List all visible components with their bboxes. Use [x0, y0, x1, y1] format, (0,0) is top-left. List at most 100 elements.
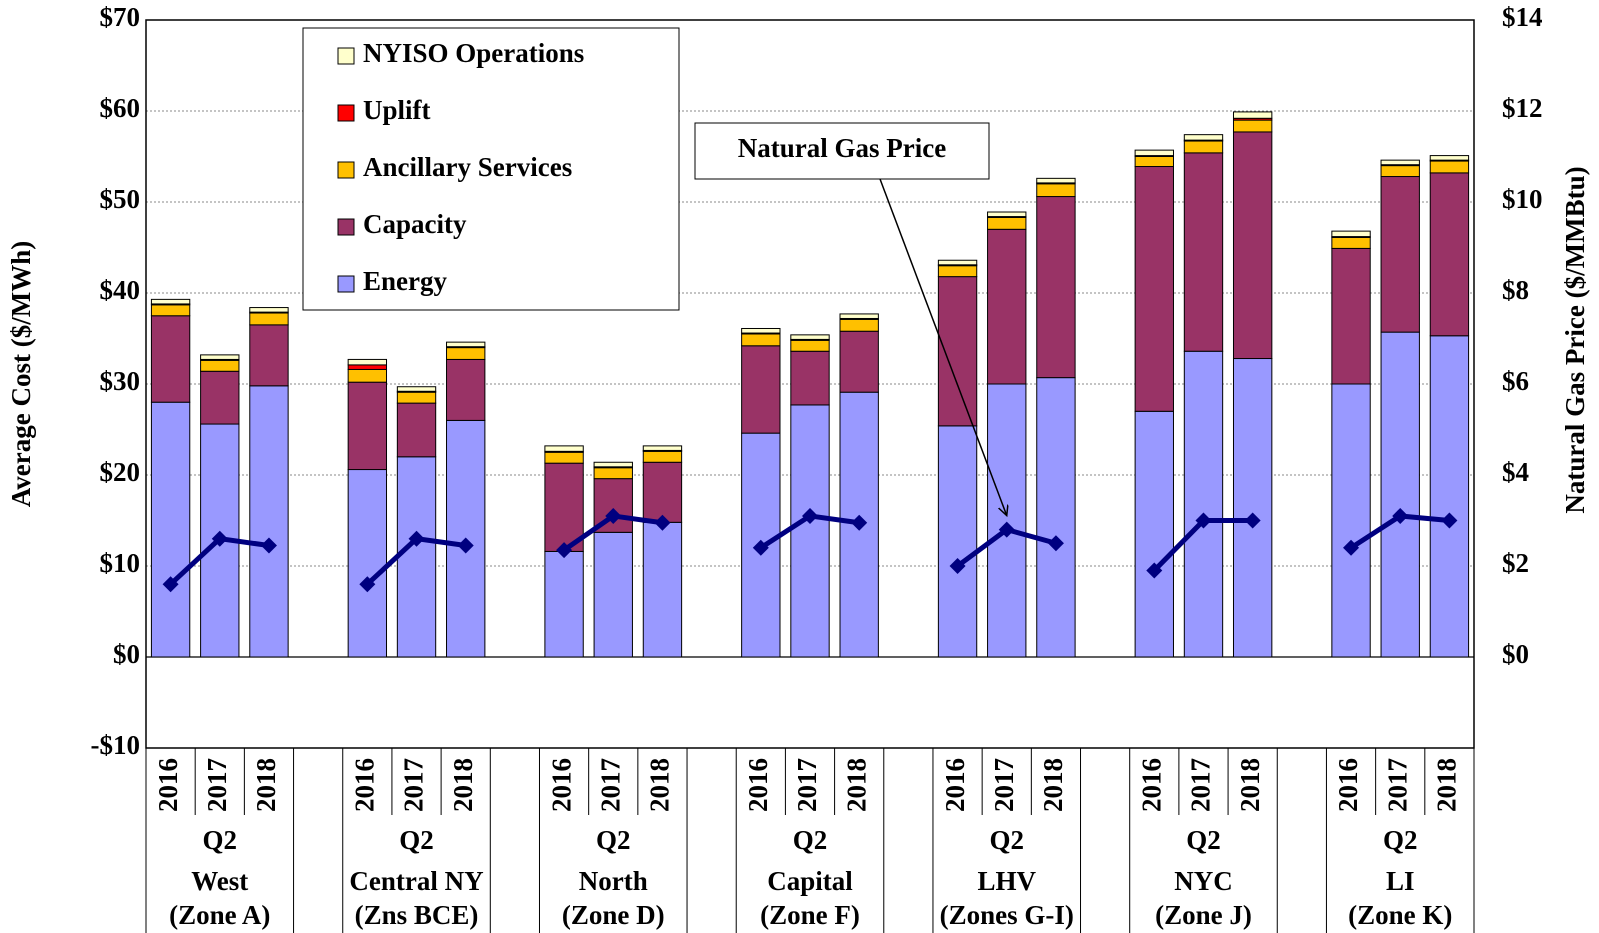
group-period: Q2 — [596, 825, 631, 855]
bar-segment — [347, 381, 388, 471]
bar-segment — [249, 385, 289, 658]
y-tick-label: $50 — [100, 184, 141, 214]
bar-segment — [347, 368, 388, 383]
x-tick-label: 2018 — [841, 758, 871, 812]
gas-price-marker — [211, 530, 228, 547]
group-period: Q2 — [1186, 825, 1221, 855]
gas-price-marker — [1343, 539, 1360, 556]
bar-segment — [1232, 111, 1273, 119]
bar-segment — [446, 358, 486, 421]
legend-swatch — [337, 218, 355, 236]
x-tick-label: 2016 — [546, 758, 576, 812]
bar-segment — [839, 318, 879, 332]
bar-segment — [1183, 152, 1224, 352]
bar-segment — [1380, 159, 1420, 166]
bar-segment — [1036, 183, 1076, 198]
bar-segment — [1331, 230, 1371, 238]
bar-segment — [937, 425, 978, 658]
group-period: Q2 — [399, 825, 434, 855]
group-zone: (Zone K) — [1348, 900, 1452, 930]
bar-segment — [150, 401, 191, 658]
bar-segment — [1429, 160, 1470, 174]
bar-segment — [1183, 350, 1224, 658]
x-tick-label: 2018 — [1235, 758, 1265, 812]
bar-segment — [1331, 383, 1371, 658]
y-tick-label: $70 — [100, 2, 141, 32]
y-tick-label: $10 — [100, 548, 141, 578]
bar-segment — [1036, 196, 1076, 379]
legend-swatch — [337, 104, 355, 122]
legend-label: Uplift — [363, 95, 431, 125]
bar-segment — [446, 347, 486, 360]
plot-border — [145, 19, 1475, 749]
y2-tick-label: $8 — [1502, 275, 1529, 305]
bar-segment — [396, 456, 437, 658]
bar-segment — [200, 370, 240, 425]
x-tick-label: 2017 — [202, 758, 232, 812]
bar-segment — [347, 364, 388, 370]
bar-segment — [1380, 176, 1420, 333]
bar-segment — [1183, 134, 1224, 141]
group-zone: (Zone D) — [562, 900, 665, 930]
bar-segment — [593, 467, 633, 480]
group-zone: (Zone J) — [1155, 900, 1252, 930]
y-tick-label: $40 — [100, 275, 141, 305]
bar-segment — [741, 345, 781, 434]
group-region: NYC — [1174, 866, 1233, 896]
legend-box — [302, 27, 680, 311]
gas-price-marker — [1392, 507, 1409, 524]
bar-segment — [544, 550, 584, 658]
bar-segment — [150, 298, 191, 305]
legend-swatch — [337, 47, 355, 65]
x-tick-label: 2016 — [350, 758, 380, 812]
bar-segment — [790, 334, 830, 340]
bar-segment — [1331, 236, 1371, 249]
bar-segment — [396, 402, 437, 458]
gas-price-marker — [1244, 512, 1261, 529]
bar-segment — [1380, 331, 1420, 658]
legend: NYISO Operations Uplift Ancillary Services… — [302, 27, 680, 311]
legend-label: Ancillary Services — [363, 152, 572, 182]
x-tick-label: 2016 — [1136, 758, 1166, 812]
x-tick-label: 2018 — [448, 758, 478, 812]
legend-swatch — [337, 275, 355, 293]
y-tick-label: $0 — [113, 639, 140, 669]
bar-segment — [150, 304, 191, 317]
x-tick-label: 2018 — [1038, 758, 1068, 812]
bar-segment — [1134, 410, 1174, 658]
gas-price-marker — [605, 507, 622, 524]
y2-tick-label: $6 — [1502, 366, 1529, 396]
bar-segment — [593, 461, 633, 468]
bar-segment — [1134, 149, 1174, 157]
bar-segment — [544, 462, 584, 552]
bar-segment — [839, 313, 879, 319]
group-period: Q2 — [203, 825, 238, 855]
bar-segment — [642, 445, 683, 451]
y-axis-title: Average Cost ($/MWh) — [6, 241, 36, 507]
bar-segment — [1232, 131, 1273, 360]
bar-segment — [790, 404, 830, 658]
y2-tick-label: $14 — [1502, 2, 1543, 32]
group-region: West — [191, 866, 248, 896]
bar-segment — [1036, 177, 1076, 184]
group-region: LHV — [977, 866, 1036, 896]
bar-segment — [1429, 335, 1470, 658]
y2-tick-label: $10 — [1502, 184, 1543, 214]
gas-price-marker — [556, 542, 573, 559]
y-tick-label: $30 — [100, 366, 141, 396]
bar-segment — [790, 350, 830, 406]
bar-segment — [150, 315, 191, 403]
x-tick-label: 2016 — [940, 758, 970, 812]
bar-segment — [1429, 155, 1470, 161]
y2-tick-label: $12 — [1502, 93, 1543, 123]
group-zone: (Zns BCE) — [355, 900, 479, 930]
bar-segment — [987, 228, 1027, 385]
bar-segment — [200, 359, 240, 372]
bar-segment — [249, 307, 289, 313]
gas-price-marker — [949, 558, 966, 574]
legend-label: Energy — [363, 266, 447, 296]
bar-segment — [446, 341, 486, 348]
bar-segment — [937, 265, 978, 278]
bar-segment — [1232, 358, 1273, 658]
